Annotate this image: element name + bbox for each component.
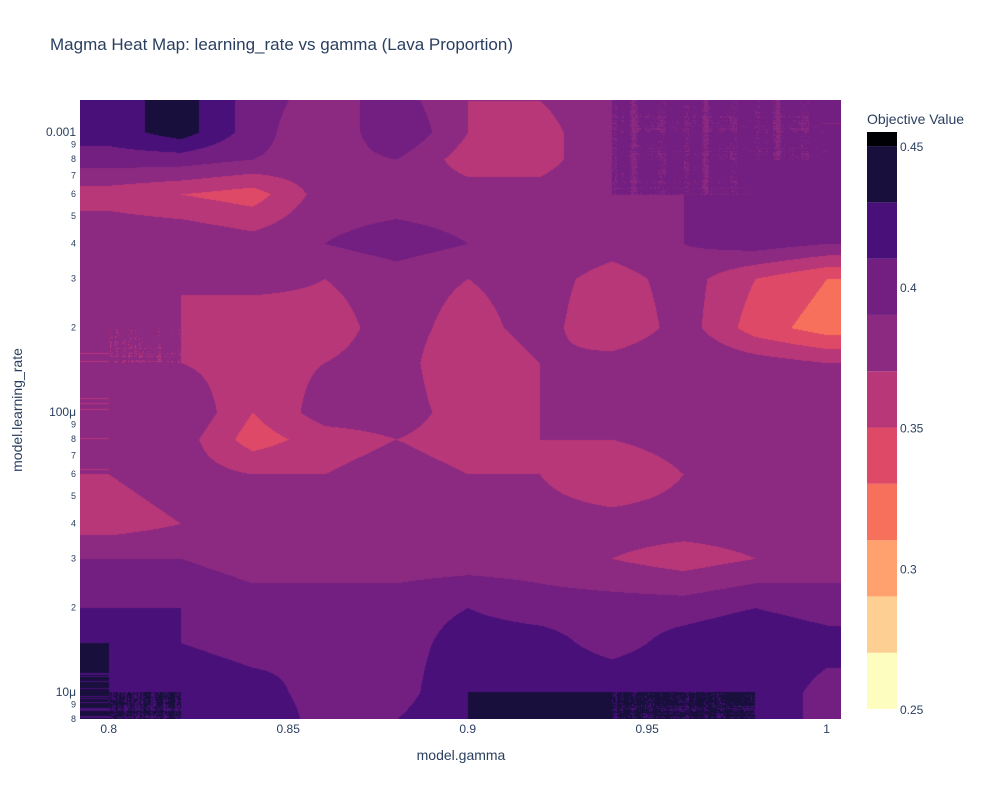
y-tick-label: 100μ <box>49 405 76 419</box>
colorbar-band <box>867 132 897 147</box>
colorbar-band <box>867 146 897 203</box>
y-minor-tick-label: 9 <box>71 700 76 710</box>
heatmap-contours <box>80 100 841 719</box>
colorbar-tick-label: 0.45 <box>900 140 924 154</box>
plot-area <box>80 100 841 719</box>
y-minor-tick-label: 9 <box>71 420 76 430</box>
colorbar: 0.25 0.3 0.35 0.4 0.45 <box>867 132 924 717</box>
y-minor-tick-label: 3 <box>71 273 76 283</box>
y-minor-tick-label: 8 <box>71 714 76 724</box>
x-tick-label: 1 <box>823 722 830 736</box>
y-minor-tick-label: 8 <box>71 434 76 444</box>
x-tick-label: 0.9 <box>459 722 476 736</box>
colorbar-band <box>867 314 897 372</box>
y-minor-tick-label: 8 <box>71 154 76 164</box>
y-tick-label: 0.001 <box>46 125 76 139</box>
y-axis-title: model.learning_rate <box>9 348 25 472</box>
y-tick-label: 10μ <box>56 685 76 699</box>
x-axis-title: model.gamma <box>417 747 506 763</box>
y-minor-tick-label: 9 <box>71 140 76 150</box>
colorbar-band <box>867 371 897 428</box>
colorbar-band <box>867 427 897 484</box>
y-minor-tick-label: 6 <box>71 469 76 479</box>
chart-title: Magma Heat Map: learning_rate vs gamma (… <box>50 35 513 54</box>
y-minor-tick-label: 2 <box>71 603 76 613</box>
y-minor-tick-label: 3 <box>71 553 76 563</box>
colorbar-band <box>867 258 897 315</box>
colorbar-band <box>867 596 897 653</box>
colorbar-band <box>867 652 897 709</box>
x-tick-label: 0.8 <box>100 722 117 736</box>
y-minor-tick-label: 7 <box>71 170 76 180</box>
colorbar-title: Objective Value <box>867 111 964 127</box>
colorbar-band <box>867 202 897 259</box>
y-minor-tick-label: 6 <box>71 189 76 199</box>
y-minor-tick-label: 2 <box>71 323 76 333</box>
colorbar-tick-label: 0.35 <box>900 422 924 436</box>
y-minor-tick-label: 5 <box>71 491 76 501</box>
y-minor-tick-label: 4 <box>71 518 76 528</box>
y-minor-tick-label: 4 <box>71 238 76 248</box>
colorbar-tick-label: 0.25 <box>900 703 924 717</box>
y-minor-tick-label: 5 <box>71 211 76 221</box>
x-tick-label: 0.95 <box>635 722 659 736</box>
y-minor-tick-label: 7 <box>71 450 76 460</box>
colorbar-band <box>867 483 897 541</box>
colorbar-tick-label: 0.4 <box>900 281 917 295</box>
x-tick-label: 0.85 <box>277 722 301 736</box>
x-axis-ticks: 0.8 0.85 0.9 0.95 1 <box>100 722 830 736</box>
colorbar-tick-label: 0.3 <box>900 562 917 576</box>
colorbar-band <box>867 540 897 597</box>
